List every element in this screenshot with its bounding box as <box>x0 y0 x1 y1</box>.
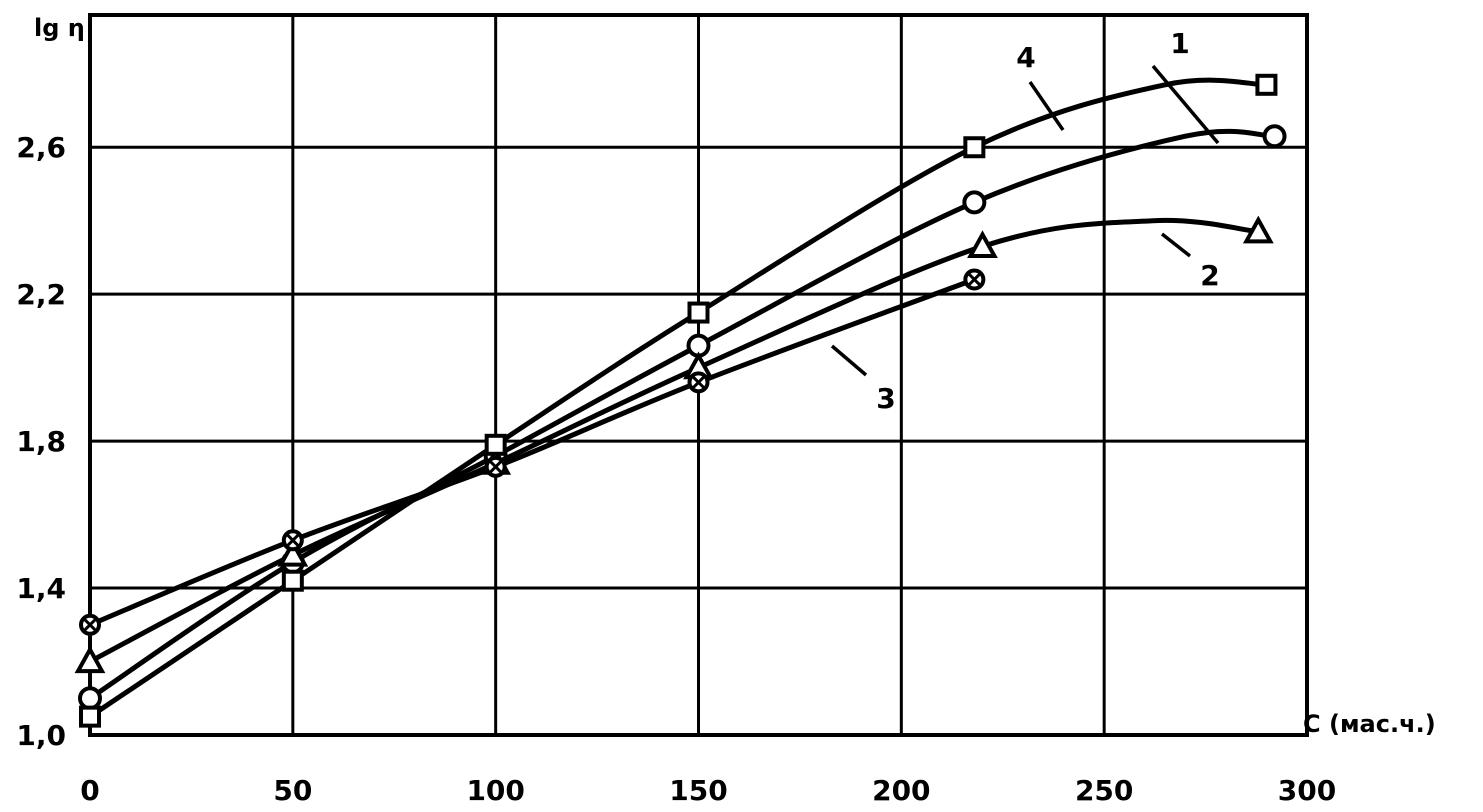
curve-label-4: 4 <box>1016 41 1035 74</box>
data-point-square <box>1255 73 1278 96</box>
callouts: 4 1 2 3 <box>830 27 1220 415</box>
x-tick-label: 300 <box>1278 774 1336 807</box>
x-tick-label: 100 <box>466 774 524 807</box>
x-tick-label: 0 <box>80 774 99 807</box>
data-point-cross <box>967 272 982 287</box>
y-axis-label: lg η <box>34 14 85 42</box>
x-tick-label: 50 <box>273 774 312 807</box>
callout-line-1 <box>1151 64 1220 145</box>
x-tick-label: 200 <box>872 774 930 807</box>
plot-frame <box>88 13 1309 737</box>
data-point-square <box>963 136 986 159</box>
curve-label-3: 3 <box>876 382 895 415</box>
series-line-1 <box>87 128 1278 701</box>
y-tick-label: 1,8 <box>16 425 66 458</box>
data-point-square <box>79 705 101 728</box>
x-tick-label: 250 <box>1075 774 1133 807</box>
series-layer <box>74 73 1287 728</box>
y-tick-label: 2,6 <box>16 131 66 164</box>
curve-label-1: 1 <box>1170 27 1189 60</box>
data-point-square <box>484 433 507 456</box>
data-point-square <box>281 569 304 592</box>
callout-line-3 <box>830 344 868 377</box>
tick-labels: 0 50 100 150 200 250 300 1,0 1,4 1,8 2,2 2,6 <box>16 131 1336 807</box>
y-tick-label: 1,0 <box>16 719 66 752</box>
data-point-circle <box>78 686 102 711</box>
data-point-circle <box>1262 124 1287 149</box>
y-tick-label: 1,4 <box>16 572 66 605</box>
data-point-cross <box>691 375 706 390</box>
callout-line-4 <box>1028 81 1065 131</box>
data-point-triangle <box>1242 215 1274 244</box>
data-point-triangle <box>967 230 998 259</box>
series-3 <box>79 268 986 636</box>
data-point-cross <box>285 533 300 548</box>
data-point-cross <box>488 459 503 474</box>
x-axis-label: C (мас.ч.) <box>1303 710 1436 738</box>
y-tick-label: 2,2 <box>16 278 66 311</box>
data-point-square <box>687 301 710 324</box>
series-line-3 <box>87 276 977 628</box>
curve-label-2: 2 <box>1200 259 1219 292</box>
x-tick-label: 150 <box>669 774 727 807</box>
data-point-cross <box>82 617 98 632</box>
callout-line-2 <box>1160 232 1192 258</box>
data-point-triangle <box>277 538 309 567</box>
series-4 <box>79 73 1278 728</box>
data-point-triangle <box>74 645 106 674</box>
series-line-4 <box>87 77 1269 720</box>
data-point-circle <box>962 190 987 215</box>
